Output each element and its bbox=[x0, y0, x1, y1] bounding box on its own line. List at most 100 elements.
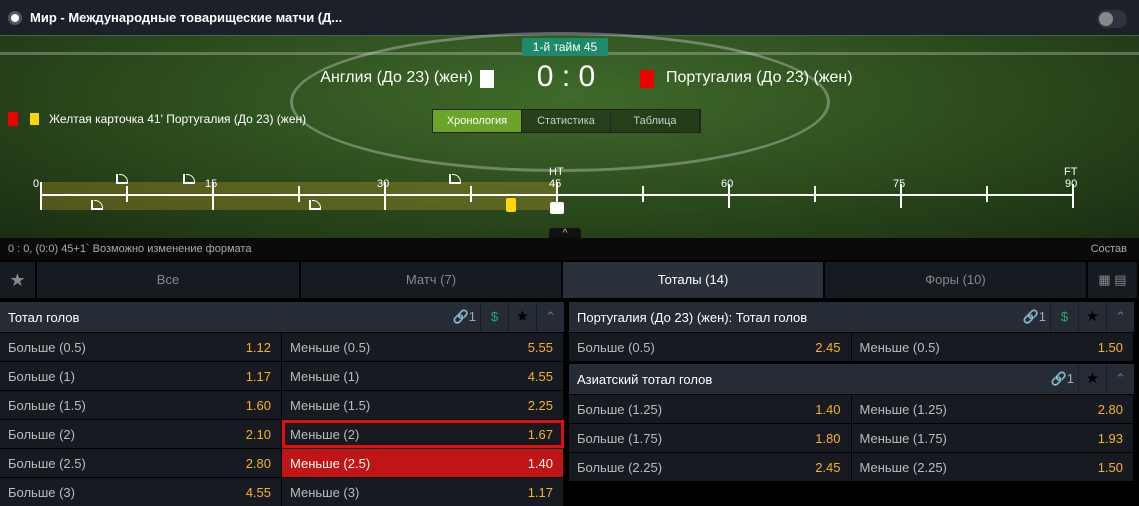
outcome-label: Больше (1) bbox=[8, 368, 75, 384]
odds-cell[interactable]: Меньше (1.25) 2.80 bbox=[851, 395, 1134, 423]
odds-cell[interactable]: Больше (1.75) 1.80 bbox=[569, 424, 852, 452]
market-title: Азиатский тотал голов bbox=[577, 371, 713, 387]
outcome-label: Больше (3) bbox=[8, 484, 75, 500]
tab-table[interactable]: Таблица bbox=[611, 110, 700, 132]
odds-cell[interactable]: Больше (1.25) 1.40 bbox=[569, 395, 852, 423]
odds-cell[interactable]: Больше (1.5) 1.60 bbox=[0, 391, 282, 419]
tab-match[interactable]: Матч (7) bbox=[301, 262, 563, 298]
tab-all[interactable]: Все bbox=[37, 262, 301, 298]
odds-value: 2.10 bbox=[245, 426, 271, 442]
odds-value: 1.93 bbox=[1097, 430, 1123, 446]
layout-toggle-icon[interactable]: ▦ ▤ bbox=[1088, 262, 1139, 298]
football-icon bbox=[8, 10, 22, 25]
odds-cell[interactable]: Меньше (3) 1.17 bbox=[282, 478, 564, 506]
outcome-label: Больше (2) bbox=[8, 426, 75, 442]
odds-cell[interactable]: Меньше (1.5) 2.25 bbox=[282, 391, 564, 419]
odds-cell[interactable]: Меньше (2.5) 1.40 bbox=[282, 449, 564, 477]
odds-cell[interactable]: Меньше (0.5) 5.55 bbox=[282, 333, 564, 361]
tab-handicaps[interactable]: Форы (10) bbox=[825, 262, 1088, 298]
outcome-label: Больше (1.25) bbox=[577, 401, 663, 417]
market-header[interactable]: Тотал голов ⌃ ★ $ 🔗1 bbox=[0, 302, 564, 332]
link-icon[interactable]: 🔗1 bbox=[1022, 309, 1046, 324]
tab-chronology[interactable]: Хронология bbox=[433, 110, 522, 132]
outcome-label: Меньше (1.25) bbox=[859, 401, 947, 417]
outcome-label: Больше (0.5) bbox=[577, 339, 655, 355]
corner-icon bbox=[183, 174, 196, 184]
link-icon[interactable]: 🔗1 bbox=[1050, 371, 1074, 386]
market-header[interactable]: Португалия (До 23) (жен): Тотал голов ⌃ ★ $… bbox=[569, 302, 1134, 332]
odds-cell[interactable]: Больше (0.5) 1.12 bbox=[0, 333, 282, 361]
collapse-chevron-icon[interactable]: ⌃ bbox=[1106, 302, 1134, 332]
odds-cell[interactable]: Больше (0.5) 2.45 bbox=[569, 333, 852, 361]
odds-cell[interactable]: Больше (1) 1.17 bbox=[0, 362, 282, 390]
star-icon[interactable]: ★ bbox=[1078, 364, 1106, 394]
tab-totals[interactable]: Тоталы (14) bbox=[563, 262, 825, 298]
timeline-tick bbox=[986, 186, 988, 202]
timeline-label: 90 bbox=[1065, 178, 1078, 190]
market-tabs: ★ Все Матч (7) Тоталы (14) Форы (10) ▦ ▤ bbox=[0, 262, 1139, 298]
toggle-switch[interactable] bbox=[1097, 10, 1127, 28]
timeline-tick bbox=[470, 186, 472, 202]
market-block: Португалия (До 23) (жен): Тотал голов ⌃ ★ $… bbox=[569, 302, 1134, 361]
timeline-tick bbox=[384, 182, 386, 210]
odds-cell[interactable]: Меньше (1.75) 1.93 bbox=[851, 424, 1134, 452]
timeline-label: 60 bbox=[721, 178, 734, 190]
market-title: Португалия (До 23) (жен): Тотал голов bbox=[577, 309, 808, 325]
collapse-button[interactable]: ^ bbox=[549, 228, 581, 240]
market-title: Тотал голов bbox=[8, 309, 80, 325]
odds-value: 1.60 bbox=[245, 397, 271, 413]
cashout-icon[interactable]: $ bbox=[1050, 302, 1078, 332]
home-shirt-icon bbox=[480, 70, 494, 88]
header: Мир - Международные товарищеские матчи (… bbox=[0, 0, 1139, 36]
favorites-star-icon[interactable]: ★ bbox=[0, 262, 37, 298]
outcome-label: Больше (0.5) bbox=[8, 339, 86, 355]
league-title: Мир - Международные товарищеские матчи (… bbox=[30, 10, 343, 25]
link-icon[interactable]: 🔗1 bbox=[452, 309, 476, 324]
cashout-icon[interactable]: $ bbox=[480, 302, 508, 332]
odds-cell[interactable]: Больше (2) 2.10 bbox=[0, 420, 282, 448]
odds-cell[interactable]: Меньше (1) 4.55 bbox=[282, 362, 564, 390]
odds-cell[interactable]: Больше (3) 4.55 bbox=[0, 478, 282, 506]
odds-cell[interactable]: Меньше (0.5) 1.50 bbox=[851, 333, 1134, 361]
tab-statistics[interactable]: Статистика bbox=[522, 110, 611, 132]
odds-cell[interactable]: Меньше (2) 1.67 bbox=[282, 420, 564, 448]
market-block: Азиатский тотал голов ⌃ ★ 🔗1 Больше (1.25) 1.… bbox=[569, 364, 1134, 481]
odds-value: 5.55 bbox=[527, 339, 553, 355]
odds-value: 1.80 bbox=[815, 430, 841, 446]
odds-value: 1.17 bbox=[527, 484, 553, 500]
odds-cell[interactable]: Меньше (2.25) 1.50 bbox=[851, 453, 1134, 481]
timeline-tick bbox=[40, 182, 42, 210]
outcome-label: Меньше (3) bbox=[290, 484, 360, 500]
score: 0 : 0 bbox=[536, 60, 596, 93]
timeline-label: 0 bbox=[33, 178, 40, 190]
odds-row: Больше (0.5) 2.45 Меньше (0.5) 1.50 bbox=[569, 332, 1134, 361]
odds-value: 1.12 bbox=[245, 339, 271, 355]
yellow-card-icon bbox=[506, 198, 517, 212]
away-shirt-icon bbox=[640, 70, 654, 88]
odds-value: 2.80 bbox=[1097, 401, 1123, 417]
odds-cell[interactable]: Больше (2.5) 2.80 bbox=[0, 449, 282, 477]
timeline-tick bbox=[212, 182, 214, 210]
star-icon[interactable]: ★ bbox=[1078, 302, 1106, 332]
scoreboard: 1-й тайм 45 Англия (До 23) (жен) 0 : 0 П… bbox=[0, 32, 1139, 238]
current-time-marker-icon bbox=[550, 202, 564, 214]
star-icon[interactable]: ★ bbox=[508, 302, 536, 332]
timeline-tick bbox=[814, 186, 816, 202]
timeline-label: 30 bbox=[377, 178, 390, 190]
lineup-link[interactable]: Состав bbox=[1090, 243, 1127, 255]
market-block: Тотал голов ⌃ ★ $ 🔗1 Больше (0.5) 1.12 Меньше (… bbox=[0, 302, 564, 506]
outcome-label: Больше (2.25) bbox=[577, 459, 663, 475]
timeline-tick bbox=[642, 186, 644, 202]
timeline-tick bbox=[556, 182, 558, 210]
collapse-chevron-icon[interactable]: ⌃ bbox=[1106, 364, 1134, 394]
timeline-tick bbox=[900, 184, 902, 208]
collapse-chevron-icon[interactable]: ⌃ bbox=[536, 302, 564, 332]
odds-row: Больше (1.25) 1.40 Меньше (1.25) 2.80 bbox=[569, 394, 1134, 423]
outcome-label: Меньше (2.5) bbox=[290, 455, 371, 471]
timeline-tick bbox=[298, 186, 300, 202]
odds-cell[interactable]: Больше (2.25) 2.45 bbox=[569, 453, 852, 481]
odds-value: 2.80 bbox=[245, 455, 271, 471]
market-header[interactable]: Азиатский тотал голов ⌃ ★ 🔗1 bbox=[569, 364, 1134, 394]
corner-icon bbox=[91, 200, 104, 210]
timeline-tick bbox=[126, 186, 128, 202]
